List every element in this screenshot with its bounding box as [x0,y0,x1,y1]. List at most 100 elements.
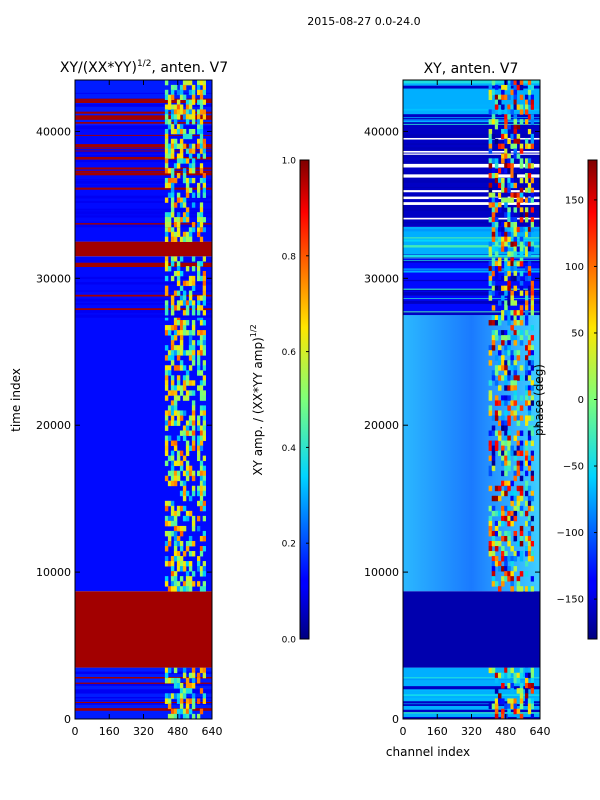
heatmap-cell [519,320,524,326]
x-tick-label: 480 [167,725,188,738]
heatmap-cell [164,395,169,401]
heatmap-cell [519,586,524,592]
heatmap-cell [170,460,175,467]
heatmap-cell [530,300,534,306]
heatmap-cell [167,455,172,462]
heatmap-cell [494,290,499,296]
heatmap-cell [173,420,178,426]
heatmap-cell [519,667,524,674]
heatmap-stripe [403,190,540,193]
heatmap-cell [188,586,193,592]
heatmap-cell [199,571,204,577]
heatmap-cell [530,440,534,446]
heatmap-cell [510,163,514,169]
heatmap-cell [527,505,532,512]
heatmap-cell [176,261,181,267]
heatmap-cell [510,325,514,331]
heatmap-cell [501,420,505,426]
heatmap-cell [164,330,169,336]
heatmap-cell [507,94,511,100]
heatmap-cell [519,415,524,421]
heatmap-cell [491,581,496,587]
heatmap-cell [173,571,178,577]
heatmap-cell [507,465,511,472]
heatmap-cell [507,540,511,547]
heatmap-cell [530,475,534,482]
heatmap-cell [513,114,518,120]
heatmap-cell [507,236,511,242]
heatmap-cell [501,285,505,291]
heatmap-cell [527,99,532,105]
heatmap-cell [504,430,508,436]
heatmap-cell [170,300,175,306]
heatmap-cell [507,315,511,321]
heatmap-cell [516,450,521,457]
heatmap-cell [525,672,529,679]
heatmap-stripe [75,111,212,114]
heatmap-cell [164,576,169,582]
heatmap-cell [164,520,169,527]
heatmap-cell [513,510,518,517]
heatmap-cell [530,672,534,679]
heatmap-stripe [403,298,540,299]
heatmap-cell [202,425,206,431]
heatmap-cell [188,89,193,96]
heatmap-cell [179,360,184,366]
heatmap-cell [504,231,508,238]
heatmap-cell [176,350,181,356]
heatmap-cell [519,290,524,296]
heatmap-cell [519,465,524,472]
heatmap-cell [170,340,175,346]
heatmap-cell [199,177,204,184]
heatmap-cell [516,315,521,321]
heatmap-cell [488,505,493,512]
heatmap-cell [513,128,518,135]
heatmap-cell [491,370,496,376]
heatmap-cell [507,405,511,411]
heatmap-cell [188,708,193,715]
heatmap-cell [185,561,190,567]
heatmap-cell [491,231,496,238]
heatmap-cell [519,460,524,467]
heatmap-cell [507,335,511,341]
heatmap-cell [494,124,499,130]
heatmap-cell [173,236,178,242]
heatmap-cell [510,256,514,262]
heatmap-cell [516,440,521,446]
heatmap-cell [494,275,499,282]
heatmap-cell [504,425,508,431]
heatmap-cell [488,109,493,115]
heatmap-cell [185,217,190,223]
heatmap-cell [504,305,508,311]
heatmap-cell [494,158,499,164]
heatmap-cell [179,460,184,467]
heatmap-cell [530,290,534,296]
heatmap-cell [510,133,514,140]
heatmap-cell [199,261,204,267]
heatmap-cell [202,335,206,341]
heatmap-cell [164,315,169,321]
heatmap-cell [170,410,175,416]
heatmap-cell [164,109,169,115]
heatmap-cell [199,485,204,492]
heatmap-cell [510,173,514,179]
heatmap-cell [504,703,508,710]
heatmap-cell [199,320,204,326]
heatmap-cell [167,266,172,272]
heatmap-cell [494,217,499,223]
heatmap-cell [170,693,175,699]
heatmap-cell [176,163,181,169]
heatmap-cell [519,375,524,381]
heatmap-cell [513,94,518,100]
heatmap-stripe [75,151,212,154]
heatmap-cell [513,143,518,149]
heatmap-cell [202,530,206,537]
heatmap-cell [167,217,172,223]
heatmap-cell [182,128,187,135]
heatmap-cell [525,104,529,110]
heatmap-stripe [75,290,212,292]
heatmap-stripe [75,310,212,314]
heatmap-cell [164,275,169,282]
heatmap-cell [176,677,181,684]
heatmap-cell [513,360,518,366]
